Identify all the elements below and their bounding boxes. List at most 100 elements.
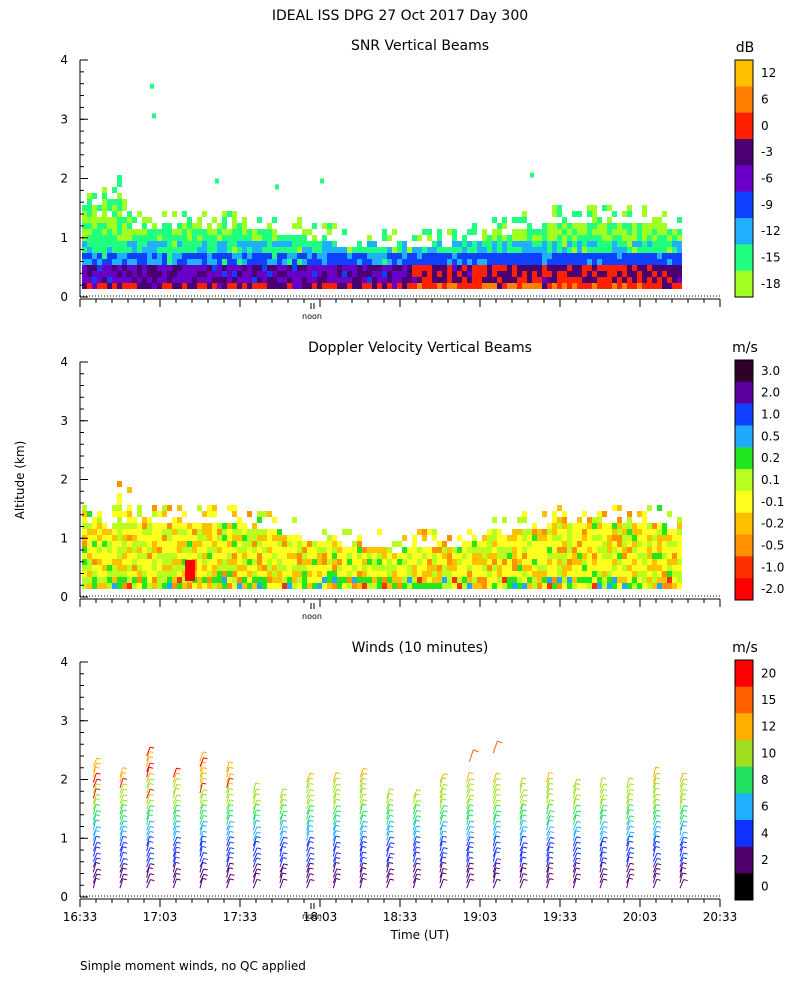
snr-speck xyxy=(275,184,279,190)
snr-cell xyxy=(512,235,517,241)
doppler-cell xyxy=(232,505,237,511)
wind-barb-flag xyxy=(443,773,448,776)
doppler-cell xyxy=(272,559,277,565)
snr-cell xyxy=(247,253,252,259)
doppler-cell xyxy=(197,541,202,547)
snr-cell xyxy=(122,241,127,247)
doppler-cell xyxy=(507,565,512,571)
wind-barb-flag xyxy=(122,771,127,774)
snr-cell xyxy=(277,277,282,283)
snr-cell xyxy=(177,265,182,271)
wind-barb xyxy=(119,783,124,794)
doppler-cell xyxy=(602,529,607,535)
snr-cell xyxy=(372,271,377,277)
wind-barb-flag xyxy=(309,847,315,850)
snr-cell xyxy=(512,259,517,265)
snr-cell xyxy=(212,271,217,277)
snr-cell xyxy=(457,241,462,247)
wind-barb-flag xyxy=(522,830,527,833)
snr-cell xyxy=(477,283,482,289)
doppler-cell xyxy=(182,535,187,541)
snr-cell xyxy=(192,235,197,241)
snr-cell xyxy=(592,265,597,271)
doppler-cell xyxy=(152,511,157,517)
wind-barb-flag xyxy=(682,824,687,827)
snr-cell xyxy=(307,229,312,235)
wind-barb-flag xyxy=(603,830,608,833)
wind-barb-flag xyxy=(149,799,155,802)
wind-barb xyxy=(146,746,151,757)
snr-cell xyxy=(497,241,502,247)
colorbar-label: 15 xyxy=(761,693,776,707)
snr-cell xyxy=(592,253,597,259)
wind-barb-flag xyxy=(655,787,660,790)
wind-barb xyxy=(412,841,417,852)
snr-cell xyxy=(462,241,467,247)
snr-cell xyxy=(167,229,172,235)
doppler-cell xyxy=(527,565,532,571)
snr-cell xyxy=(117,259,122,265)
wind-barb-flag xyxy=(655,782,660,785)
snr-cell xyxy=(97,271,102,277)
snr-cell xyxy=(367,271,372,277)
snr-cell xyxy=(222,283,227,289)
doppler-cell xyxy=(307,559,312,565)
wind-barb xyxy=(519,842,525,852)
snr-cell xyxy=(97,241,102,247)
snr-cell xyxy=(462,271,467,277)
wind-barb-flag xyxy=(656,793,661,796)
doppler-cell xyxy=(142,577,147,583)
snr-cell xyxy=(167,277,172,283)
doppler-cell xyxy=(662,565,667,571)
snr-cell xyxy=(587,229,592,235)
doppler-cell xyxy=(127,529,132,535)
doppler-cell xyxy=(237,577,242,583)
wind-barb-flag xyxy=(228,766,234,769)
wind-barb xyxy=(279,863,285,873)
doppler-cell xyxy=(662,559,667,565)
doppler-cell xyxy=(212,511,217,517)
snr-cell xyxy=(117,205,122,211)
wind-barb xyxy=(572,878,577,889)
doppler-cell xyxy=(487,577,492,583)
snr-cell xyxy=(522,259,527,265)
wind-barb xyxy=(679,846,684,857)
colorbar-swatch xyxy=(735,766,753,794)
snr-cell xyxy=(362,259,367,265)
doppler-cell xyxy=(322,559,327,565)
wind-barb xyxy=(626,863,631,873)
wind-barb-flag xyxy=(149,751,154,754)
wind-barb-flag xyxy=(655,766,660,769)
snr-cell xyxy=(562,277,567,283)
doppler-cell xyxy=(227,565,232,571)
doppler-cell xyxy=(472,553,477,559)
snr-cell xyxy=(127,211,132,217)
snr-cell xyxy=(602,241,607,247)
wind-barb xyxy=(519,862,524,873)
snr-cell xyxy=(552,271,557,277)
snr-cell xyxy=(432,247,437,253)
snr-cell xyxy=(107,277,112,283)
doppler-cell xyxy=(127,487,132,493)
snr-cell xyxy=(282,247,287,253)
snr-cell xyxy=(177,235,182,241)
doppler-cell xyxy=(172,541,177,547)
snr-cell xyxy=(512,265,517,271)
wind-barb xyxy=(519,851,523,862)
snr-cell xyxy=(297,223,302,229)
colorbar-frame xyxy=(734,659,754,901)
wind-barb xyxy=(652,821,658,831)
doppler-cell xyxy=(442,577,447,583)
wind-barb-flag xyxy=(682,857,688,860)
snr-cell xyxy=(627,283,632,289)
wind-barb-flag xyxy=(416,873,421,876)
snr-cell xyxy=(662,265,667,271)
snr-cell xyxy=(117,265,122,271)
snr-cell xyxy=(552,205,557,211)
snr-cell xyxy=(312,277,317,283)
doppler-cell xyxy=(462,553,467,559)
doppler-cell xyxy=(562,523,567,529)
colorbar-label: 6 xyxy=(761,800,769,814)
wind-barb xyxy=(119,804,124,815)
wind-barb xyxy=(679,867,683,878)
